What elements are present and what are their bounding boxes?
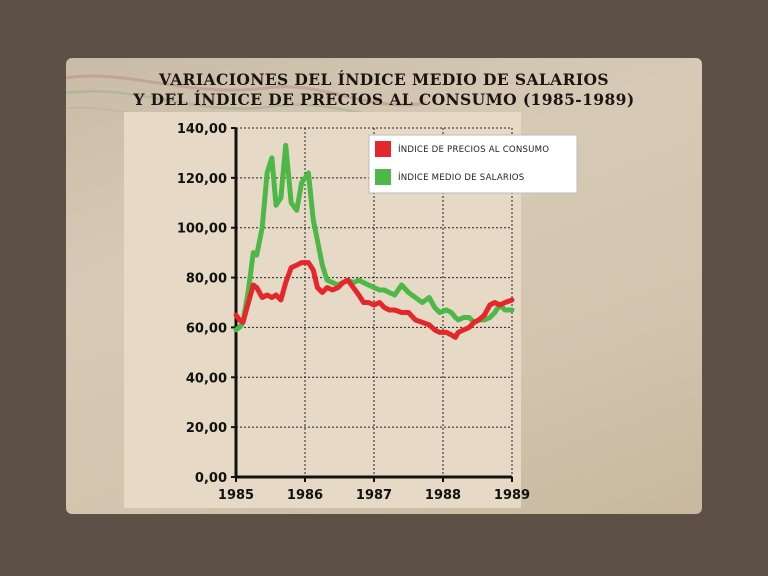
legend-swatch <box>375 141 391 157</box>
legend: ÍNDICE DE PRECIOS AL CONSUMO ÍNDICE MEDIO… <box>368 134 578 194</box>
legend-label: ÍNDICE MEDIO DE SALARIOS <box>398 171 524 183</box>
x-tick-label: 1988 <box>425 488 461 503</box>
y-tick-label: 140,00 <box>177 122 227 137</box>
legend-label: ÍNDICE DE PRECIOS AL CONSUMO <box>398 143 549 155</box>
x-tick-label: 1985 <box>218 488 254 503</box>
y-tick-label: 60,00 <box>186 321 227 336</box>
x-tick-label: 1987 <box>356 488 392 503</box>
series-line-salarios <box>233 142 515 333</box>
y-tick-label: 0,00 <box>195 471 227 486</box>
series-line-precios <box>233 260 515 340</box>
chart-title-line2: Y DEL ÍNDICE DE PRECIOS AL CONSUMO (1985… <box>133 90 635 109</box>
chart-title-line1: VARIACIONES DEL ÍNDICE MEDIO DE SALARIOS <box>158 70 610 89</box>
y-tick-label: 80,00 <box>186 272 227 287</box>
x-tick-label: 1986 <box>287 488 323 503</box>
y-tick-label: 20,00 <box>186 421 227 436</box>
y-tick-label: 40,00 <box>186 371 227 386</box>
y-tick-label: 100,00 <box>177 222 227 237</box>
legend-box <box>368 134 578 194</box>
y-tick-label: 120,00 <box>177 172 227 187</box>
legend-swatch <box>375 169 391 185</box>
x-tick-label: 1989 <box>494 488 530 503</box>
